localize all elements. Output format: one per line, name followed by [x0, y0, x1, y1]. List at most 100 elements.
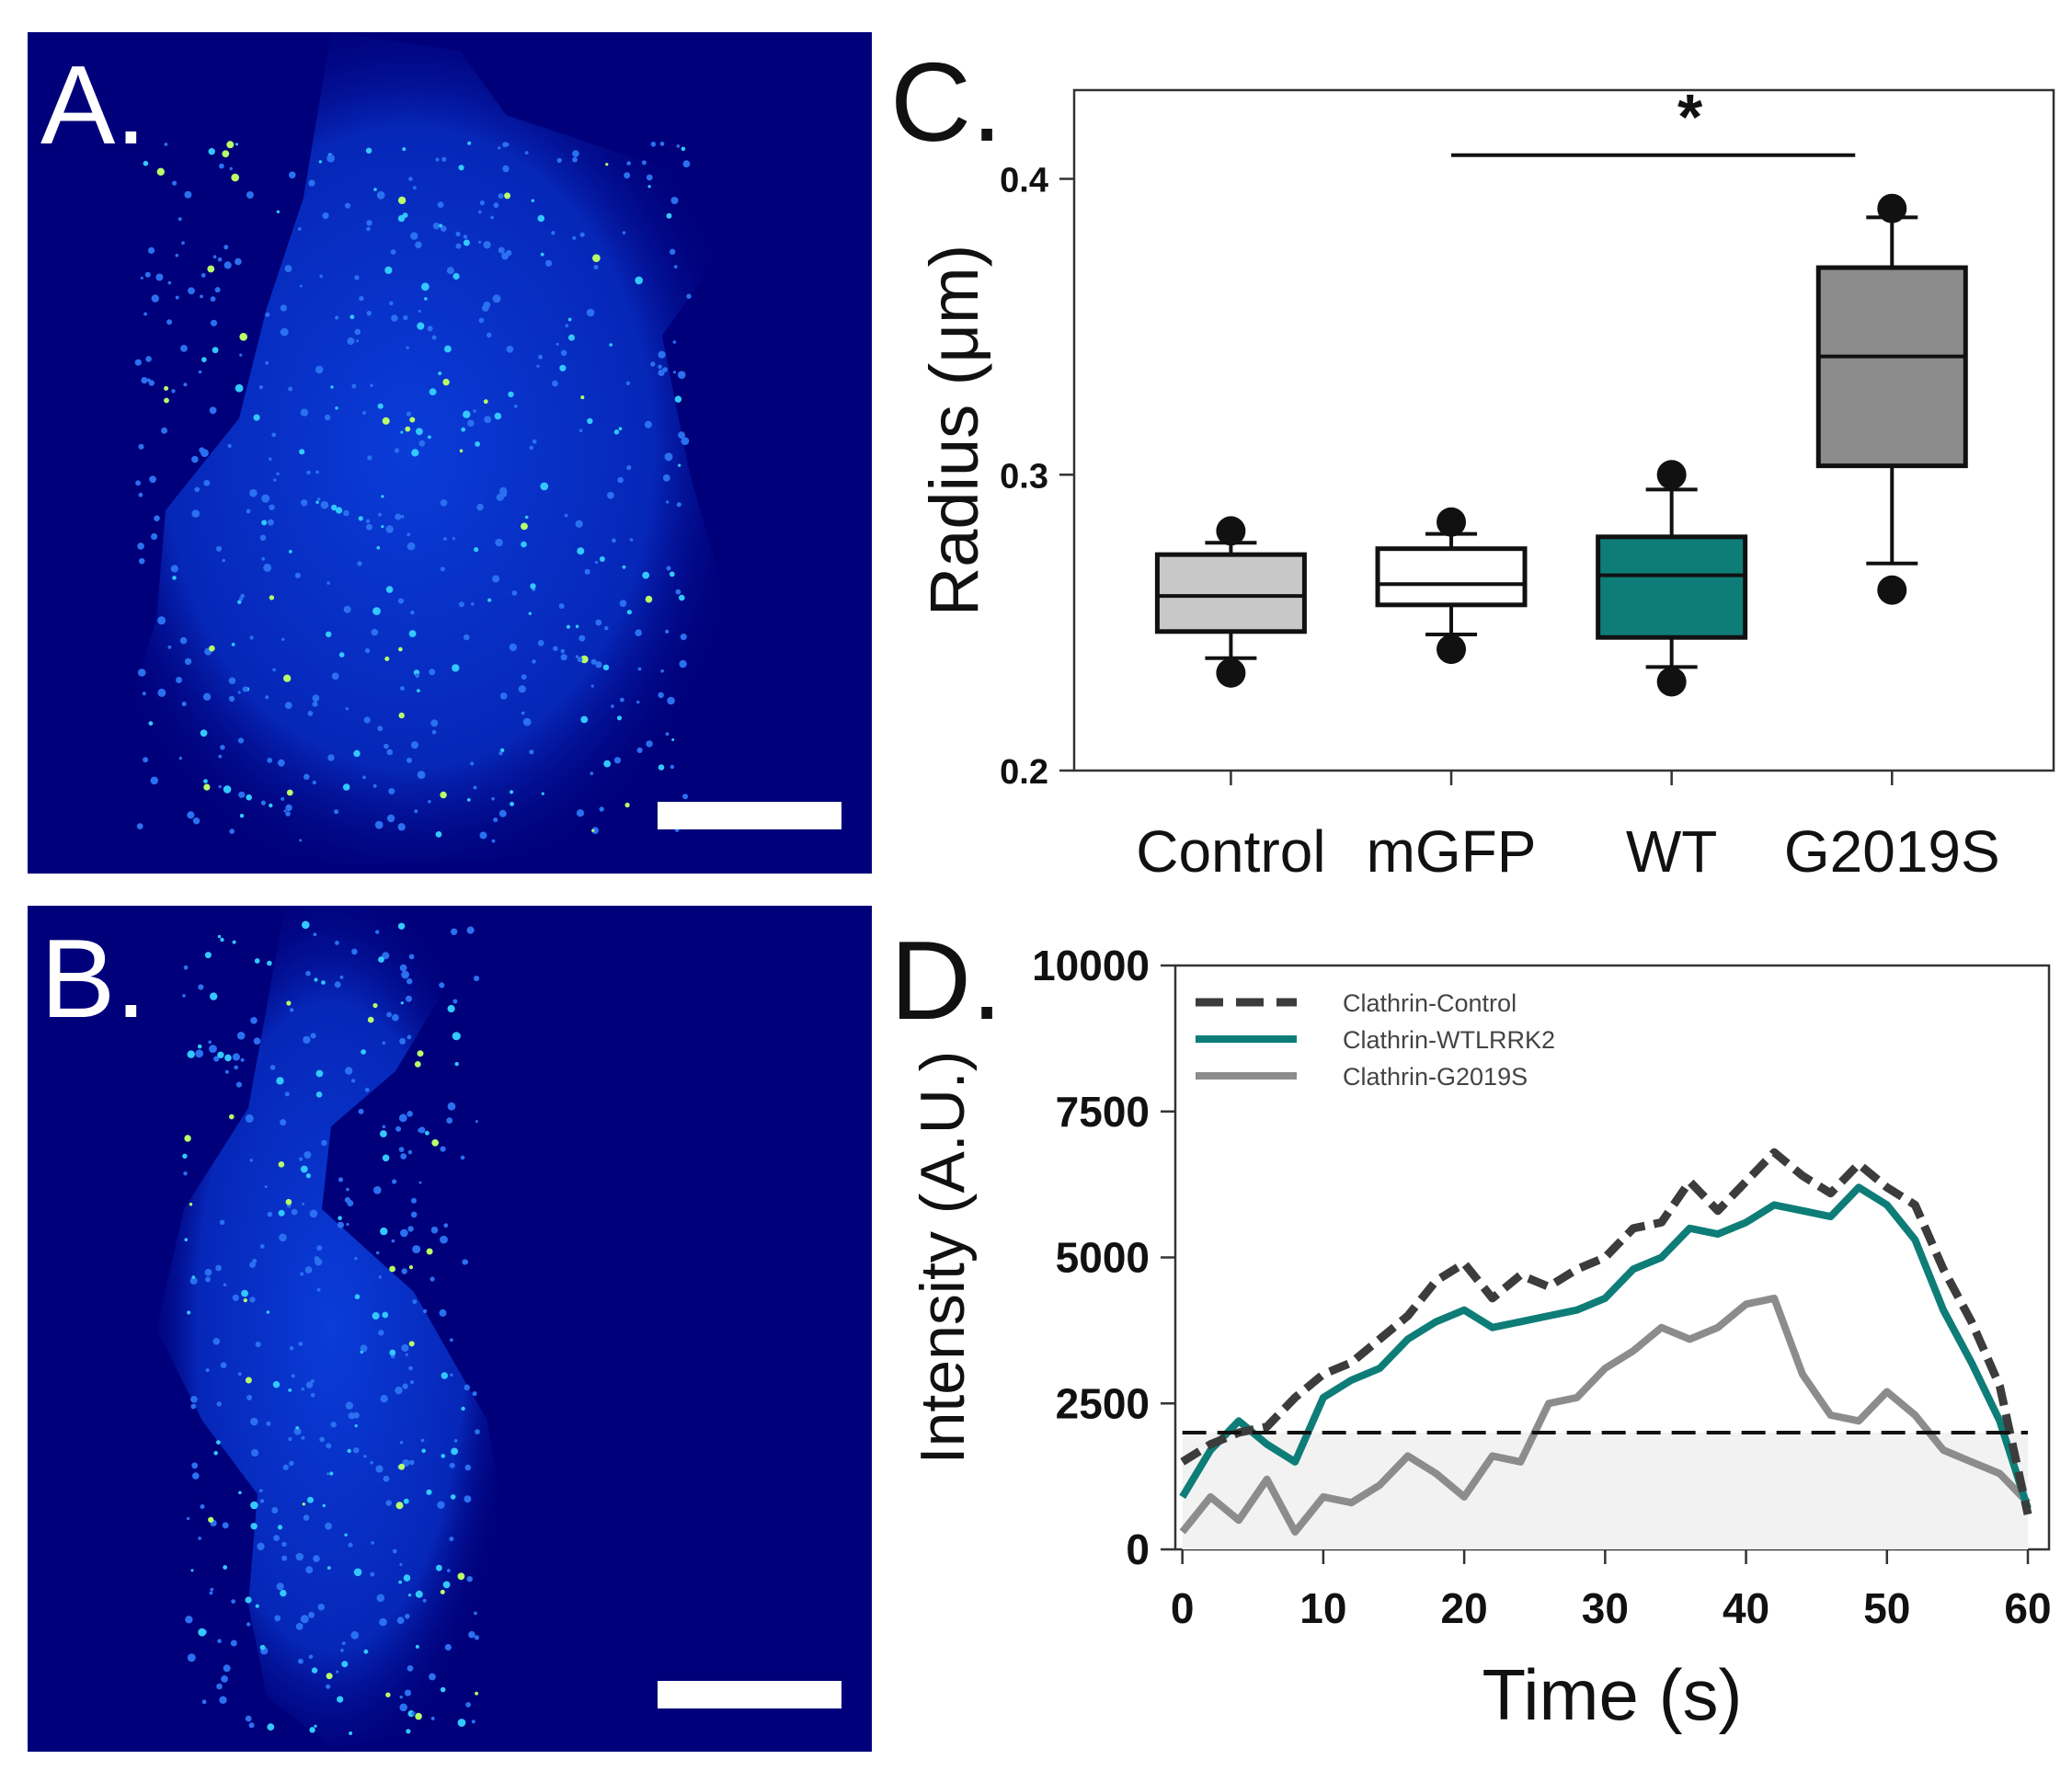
punctum	[302, 920, 310, 930]
y-axis-title: Radius (μm)	[916, 245, 992, 616]
punctum	[536, 364, 540, 368]
punctum	[475, 1429, 480, 1434]
punctum	[301, 1387, 305, 1391]
punctum	[479, 200, 486, 206]
punctum	[522, 717, 532, 726]
punctum	[334, 809, 339, 815]
punctum	[618, 427, 623, 431]
punctum	[372, 1312, 380, 1320]
punctum	[591, 828, 595, 832]
punctum	[253, 1037, 261, 1045]
punctum	[161, 427, 168, 434]
punctum	[501, 252, 509, 260]
punctum	[463, 239, 470, 246]
punctum	[436, 1564, 442, 1571]
punctum	[385, 1500, 393, 1506]
punctum	[360, 1350, 363, 1354]
punctum	[365, 147, 372, 154]
punctum	[329, 1471, 334, 1476]
punctum	[465, 1702, 471, 1708]
punctum	[183, 1171, 188, 1176]
punctum	[616, 715, 623, 721]
punctum	[321, 980, 326, 985]
punctum	[478, 210, 482, 214]
punctum	[659, 142, 665, 146]
punctum	[259, 1644, 266, 1651]
punctum	[305, 1173, 311, 1179]
punctum	[595, 619, 602, 626]
punctum	[575, 520, 583, 528]
punctum	[343, 509, 349, 517]
punctum	[319, 274, 323, 279]
punctum	[400, 1153, 407, 1160]
punctum	[408, 1365, 413, 1371]
punctum	[318, 160, 323, 164]
panel-a-letter: A.	[40, 42, 147, 167]
punctum	[312, 694, 320, 703]
punctum	[330, 1422, 337, 1428]
punctum	[246, 508, 251, 514]
punctum	[452, 537, 455, 541]
punctum	[382, 1154, 390, 1162]
punctum	[298, 1342, 303, 1346]
punctum	[325, 414, 331, 421]
punctum	[208, 1516, 214, 1523]
punctum	[457, 1719, 466, 1727]
punctum	[586, 308, 595, 317]
punctum	[154, 515, 160, 521]
punctum	[235, 383, 244, 393]
punctum	[441, 1454, 446, 1458]
punctum	[348, 1542, 353, 1548]
punctum	[578, 634, 586, 642]
punctum	[148, 721, 154, 726]
punctum	[568, 334, 575, 341]
punctum	[418, 1126, 426, 1134]
punctum	[170, 565, 178, 573]
punctum	[285, 811, 291, 817]
punctum	[443, 1223, 449, 1228]
punctum	[440, 1589, 445, 1594]
punctum	[255, 1342, 261, 1348]
outlier-point	[1216, 516, 1246, 546]
punctum	[658, 691, 664, 699]
punctum	[388, 788, 395, 794]
punctum	[609, 343, 612, 347]
punctum	[239, 333, 247, 341]
punctum	[471, 1720, 475, 1724]
punctum	[641, 160, 647, 166]
punctum	[334, 981, 341, 988]
punctum	[177, 217, 182, 222]
punctum	[305, 1566, 314, 1574]
punctum	[474, 547, 479, 553]
punctum	[430, 1716, 435, 1720]
punctum	[372, 1002, 378, 1009]
punctum	[594, 561, 599, 565]
punctum	[366, 226, 371, 232]
punctum	[335, 315, 339, 320]
punctum	[343, 605, 351, 613]
punctum	[384, 657, 390, 661]
punctum	[249, 1297, 256, 1303]
punctum	[580, 395, 585, 400]
punctum	[450, 1494, 456, 1500]
punctum	[299, 284, 303, 288]
punctum	[460, 1155, 465, 1160]
punctum	[295, 1623, 303, 1630]
punctum	[576, 809, 585, 817]
punctum	[167, 646, 172, 649]
outlier-point	[1437, 634, 1467, 665]
punctum	[612, 538, 616, 543]
punctum	[498, 751, 503, 756]
punctum	[466, 1576, 473, 1582]
punctum	[502, 142, 508, 148]
box-Control	[1154, 552, 1307, 634]
punctum	[498, 193, 504, 200]
punctum	[337, 1696, 344, 1703]
punctum	[658, 350, 666, 359]
punctum	[316, 1245, 323, 1251]
outlier-point	[1656, 460, 1687, 490]
punctum	[443, 537, 447, 541]
punctum	[319, 1436, 326, 1443]
punctum	[435, 831, 442, 838]
punctum	[354, 1294, 361, 1299]
